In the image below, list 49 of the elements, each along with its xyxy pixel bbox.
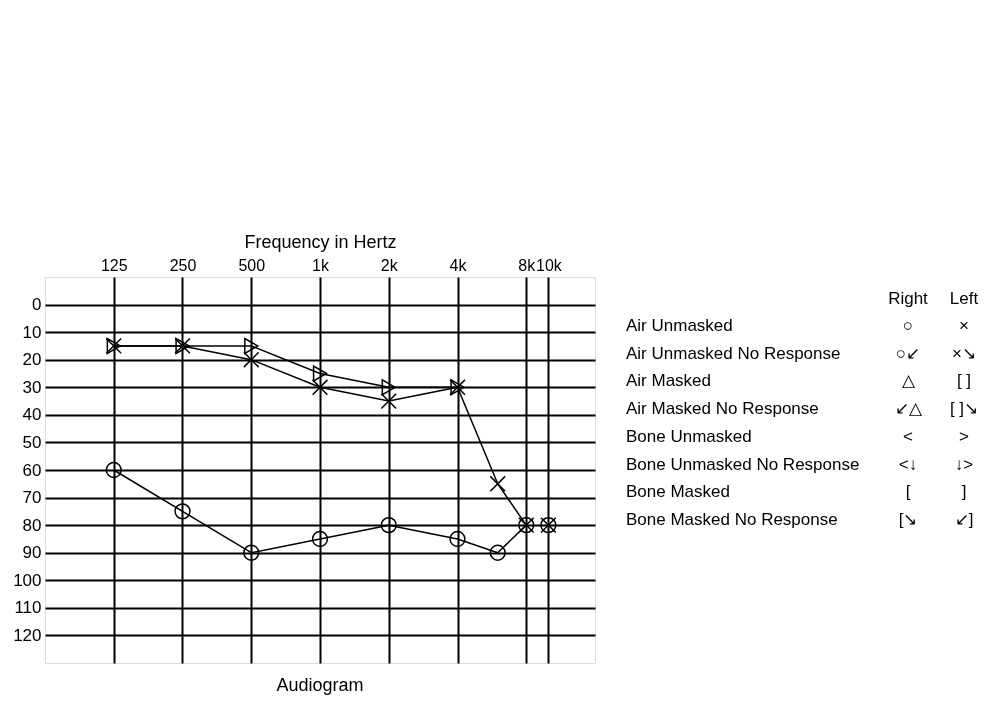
x-axis-title: Frequency in Hertz [244, 231, 397, 252]
y-tick-label: 120 [13, 625, 42, 645]
x-tick-label: 125 [100, 256, 128, 274]
text: Air Unmasked [626, 316, 733, 335]
y-tick-label: 10 [22, 322, 42, 342]
x-tick-label: 4k [449, 256, 468, 274]
text: [ [905, 482, 911, 502]
x-tick-label: 500 [238, 256, 266, 274]
text: Bone Masked [626, 482, 730, 502]
text: △ [901, 371, 916, 391]
y-tick-label: 80 [22, 515, 42, 535]
text: ] [961, 482, 967, 502]
text: ↙] [954, 509, 974, 529]
text: Bone Unmasked [626, 426, 752, 446]
text: Air Masked No Response [626, 399, 819, 419]
text: Air Masked [626, 371, 712, 391]
y-tick-label: 110 [14, 598, 42, 618]
text: ○↙ [895, 343, 921, 363]
text: [ ]↘ [949, 399, 979, 419]
y-tick-label: 70 [22, 488, 42, 508]
y-tick-label: 50 [22, 432, 42, 452]
y-tick-label: 0 [32, 295, 42, 315]
y-tick-label: 40 [22, 405, 42, 425]
y-tick-label: 30 [22, 377, 42, 397]
y-tick-label: 90 [22, 543, 42, 563]
text: Bone Unmasked No Response [626, 454, 860, 474]
x-tick-label: 250 [169, 256, 197, 274]
text: ○ [902, 316, 914, 335]
text: [ ] [956, 371, 972, 391]
text: Left [949, 289, 979, 308]
text: > [959, 426, 970, 446]
text: ×↘ [952, 343, 976, 363]
text: < [903, 426, 914, 446]
x-tick-label: 2k [380, 256, 399, 274]
y-tick-label: 100 [13, 570, 42, 590]
y-tick-label: 60 [22, 460, 42, 480]
text: [↘ [898, 509, 918, 529]
x-tick-label: 8k [518, 256, 537, 274]
x-tick-label: 1k [312, 256, 330, 274]
x-tick-label: 10k [535, 256, 563, 274]
text: Air Unmasked No Response [626, 343, 841, 363]
text: Audiogram [276, 675, 364, 695]
text: Bone Masked No Response [626, 509, 838, 529]
y-tick-label: 20 [22, 350, 42, 370]
text: <↓ [898, 454, 918, 474]
text: ↙△ [894, 399, 923, 419]
text: × [959, 316, 969, 335]
text: ↓> [954, 454, 974, 474]
text: Right [888, 289, 929, 308]
